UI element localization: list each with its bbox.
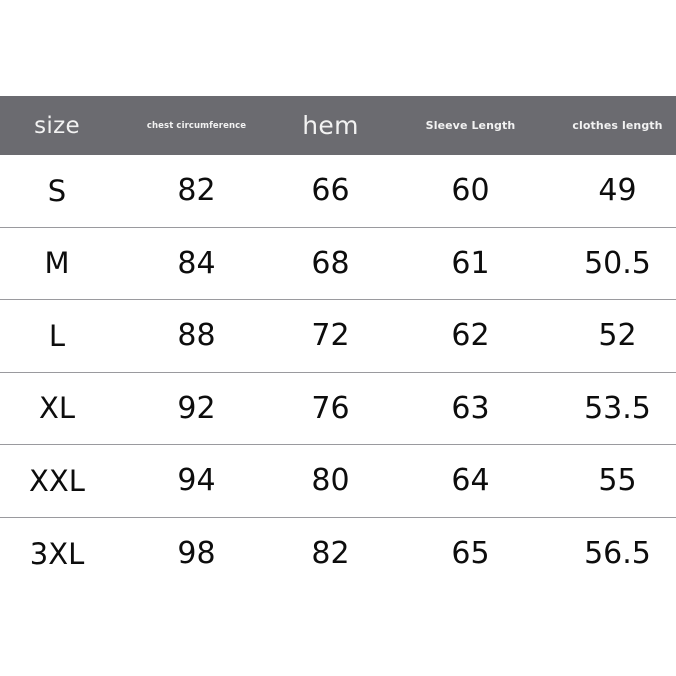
table-row: XXL 94 80 64 55 <box>0 445 676 518</box>
cell-size: S <box>47 173 67 208</box>
cell-chest-circumference: 88 <box>177 318 216 354</box>
cell-clothes-length: 53.5 <box>584 390 651 426</box>
cell-clothes-length: 49 <box>598 173 637 209</box>
column-header-size: size <box>34 112 80 139</box>
cell-sleeve-length: 62 <box>451 318 490 354</box>
cell-clothes-length: 56.5 <box>584 536 651 572</box>
cell-sleeve-length: 60 <box>451 173 490 209</box>
cell-chest-circumference: 94 <box>177 463 216 499</box>
table-row: 3XL 98 82 65 56.5 <box>0 518 676 591</box>
cell-hem: 66 <box>311 173 350 209</box>
column-header-sleeve-length: Sleeve Length <box>425 119 516 132</box>
cell-chest-circumference: 98 <box>177 536 216 572</box>
table-row: XL 92 76 63 53.5 <box>0 373 676 445</box>
table-row: M 84 68 61 50.5 <box>0 228 676 300</box>
cell-sleeve-length: 65 <box>451 536 490 572</box>
cell-hem: 72 <box>311 318 350 354</box>
column-header-clothes-length: clothes length <box>572 119 663 132</box>
cell-sleeve-length: 64 <box>451 463 490 499</box>
cell-hem: 76 <box>311 390 350 426</box>
cell-hem: 68 <box>311 245 350 281</box>
table-row: S 82 66 60 49 <box>0 155 676 228</box>
cell-chest-circumference: 82 <box>177 173 216 209</box>
table-header-row: size chest circumference hem Sleeve Leng… <box>0 96 676 155</box>
cell-hem: 82 <box>311 536 350 572</box>
table-body: S 82 66 60 49 M 84 68 61 50.5 L 88 72 62… <box>0 155 676 590</box>
column-header-hem: hem <box>302 111 359 140</box>
cell-sleeve-length: 63 <box>451 390 490 426</box>
cell-hem: 80 <box>311 463 350 499</box>
cell-chest-circumference: 84 <box>177 245 216 281</box>
cell-sleeve-length: 61 <box>451 245 490 281</box>
cell-clothes-length: 55 <box>598 463 637 499</box>
cell-clothes-length: 52 <box>598 318 637 354</box>
cell-size: 3XL <box>29 536 85 571</box>
table-row: L 88 72 62 52 <box>0 300 676 373</box>
cell-size: L <box>48 318 66 353</box>
column-header-chest-circumference: chest circumference <box>146 120 247 131</box>
cell-size: XL <box>38 391 76 426</box>
cell-size: XXL <box>29 463 85 498</box>
cell-clothes-length: 50.5 <box>584 245 651 281</box>
cell-chest-circumference: 92 <box>177 390 216 426</box>
cell-size: M <box>44 246 70 281</box>
